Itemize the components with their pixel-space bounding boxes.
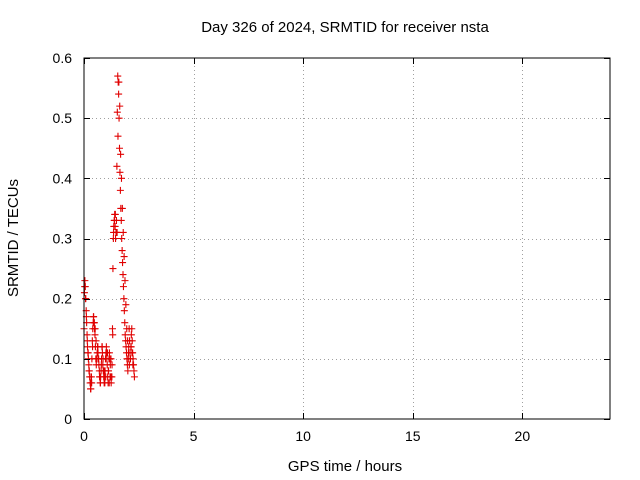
x-tick-label: 20 [515, 428, 531, 444]
y-tick-labels: 0 0.1 0.2 0.3 0.4 0.5 0.6 [53, 50, 73, 427]
data-point [92, 337, 100, 345]
data-point [120, 295, 128, 303]
data-point [119, 228, 127, 236]
data-point [117, 174, 125, 182]
data-point [91, 325, 99, 333]
plot-frame [83, 57, 611, 420]
data-point [114, 72, 122, 80]
data-point [119, 283, 127, 291]
data-point [115, 90, 123, 98]
data-point [119, 271, 127, 279]
data-point [130, 373, 138, 381]
data-point [116, 102, 124, 110]
data-point [89, 313, 97, 321]
data-point [123, 325, 131, 333]
data-points [80, 72, 138, 393]
data-point [81, 277, 89, 285]
data-point [114, 132, 122, 140]
grid-lines [84, 58, 610, 419]
x-tick-label: 5 [190, 428, 198, 444]
data-point [119, 259, 127, 267]
data-point [84, 349, 92, 357]
x-tick-label: 0 [80, 428, 88, 444]
x-axis-label: GPS time / hours [288, 458, 402, 475]
data-point [115, 78, 123, 86]
data-point [91, 331, 99, 339]
data-point [83, 331, 91, 339]
data-point [96, 373, 104, 381]
data-point [111, 210, 119, 218]
data-point [81, 283, 89, 291]
data-point [104, 367, 112, 375]
data-point [113, 108, 121, 116]
y-tick-label: 0.1 [53, 351, 73, 367]
data-point [85, 361, 93, 369]
data-point [86, 373, 94, 381]
data-point [118, 204, 126, 212]
data-point [108, 361, 116, 369]
data-point [98, 343, 106, 351]
data-point [97, 361, 105, 369]
x-tick-labels: 0 5 10 15 20 [80, 428, 530, 444]
data-point [118, 247, 126, 255]
data-point [127, 343, 135, 351]
data-point [124, 367, 132, 375]
data-point [105, 379, 113, 387]
data-point [121, 331, 129, 339]
data-point [107, 355, 115, 363]
data-point [112, 235, 120, 242]
data-point [129, 361, 137, 369]
chart-title: Day 326 of 2024, SRMTID for receiver nst… [201, 19, 489, 36]
data-point [108, 373, 116, 381]
data-point [83, 337, 91, 345]
data-point [120, 253, 128, 261]
data-point [87, 385, 95, 393]
data-point [90, 319, 98, 327]
data-point [117, 216, 125, 224]
data-point [124, 337, 132, 345]
y-tick-label: 0 [64, 411, 72, 427]
data-point [108, 325, 116, 333]
data-point [130, 367, 138, 375]
y-axis-label: SRMTID / TECUs [5, 179, 22, 297]
data-point [128, 349, 136, 357]
data-point [115, 114, 123, 122]
data-point [117, 150, 125, 158]
data-point [126, 355, 134, 363]
data-point [116, 186, 124, 194]
data-point [111, 222, 119, 230]
data-point [122, 301, 130, 309]
data-point [116, 144, 124, 152]
data-point [113, 162, 121, 170]
x-tick-label: 10 [295, 428, 311, 444]
data-point [82, 295, 90, 303]
data-point [121, 319, 129, 327]
y-tick-label: 0.6 [53, 50, 73, 66]
data-point [109, 265, 117, 273]
data-point [99, 355, 107, 363]
data-point [127, 331, 135, 339]
data-point [88, 379, 96, 387]
data-point [113, 228, 121, 236]
y-tick-label: 0.4 [53, 170, 73, 186]
data-point [103, 349, 111, 357]
data-point [120, 307, 128, 315]
y-tick-label: 0.5 [53, 110, 73, 126]
data-point [110, 216, 118, 224]
data-point [121, 277, 129, 285]
data-point [85, 367, 93, 375]
y-tick-label: 0.3 [53, 231, 73, 247]
x-tick-label: 15 [405, 428, 421, 444]
data-point [109, 331, 117, 339]
data-point [118, 235, 126, 242]
y-tick-label: 0.2 [53, 291, 73, 307]
tick-marks [84, 58, 610, 420]
data-point [116, 168, 124, 176]
